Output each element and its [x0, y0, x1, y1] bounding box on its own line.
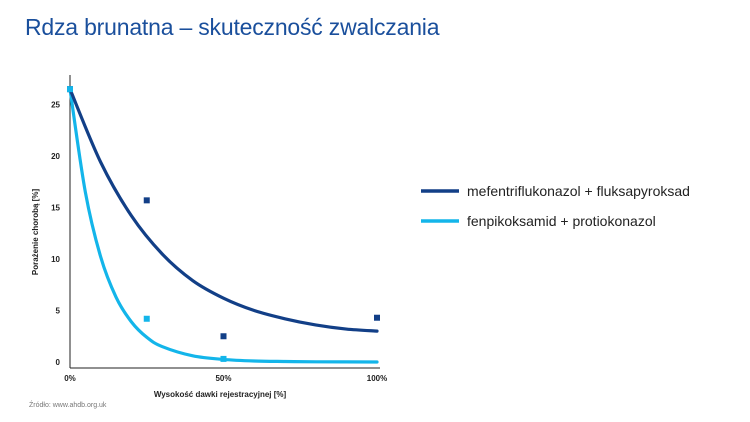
data-point-series-2	[67, 86, 73, 93]
x-tick-label: 0%	[64, 374, 76, 383]
data-point-series-1	[220, 333, 227, 340]
legend-label-series-2: fenpikoksamid + protiokonazol	[467, 213, 656, 229]
data-point-series-1	[143, 197, 150, 204]
legend-label-series-1: mefentriflukonazol + fluksapyroksad	[467, 183, 690, 199]
data-point-series-1	[374, 314, 380, 321]
source-note: Źródło: www.ahdb.org.uk	[29, 402, 107, 409]
y-tick-label: 0	[56, 358, 61, 367]
y-ticks: 0 5 10 15 20 25	[51, 101, 60, 367]
fit-curve-series-1	[68, 87, 379, 333]
fit-curves	[68, 87, 379, 364]
x-tick-label: 100%	[367, 374, 387, 383]
legend: mefentriflukonazol + fluksapyroksad fenpi…	[421, 183, 690, 229]
x-ticks: 0% 50% 100%	[64, 374, 387, 383]
y-tick-label: 20	[51, 152, 60, 161]
x-tick-label: 50%	[215, 374, 231, 383]
data-point-series-2	[143, 315, 150, 322]
y-tick-label: 15	[51, 204, 60, 213]
y-tick-label: 25	[51, 101, 60, 110]
y-tick-label: 10	[51, 255, 60, 264]
page-title: Rdza brunatna – skuteczność zwalczania	[25, 14, 440, 40]
y-tick-label: 5	[56, 307, 61, 316]
x-axis-label: Wysokość dawki rejestracyjnej [%]	[154, 390, 287, 399]
fit-curve-series-2	[68, 87, 379, 364]
data-points	[67, 86, 380, 362]
data-point-series-2	[220, 355, 227, 362]
y-axis-label: Porażenie chorobą [%]	[31, 189, 40, 276]
